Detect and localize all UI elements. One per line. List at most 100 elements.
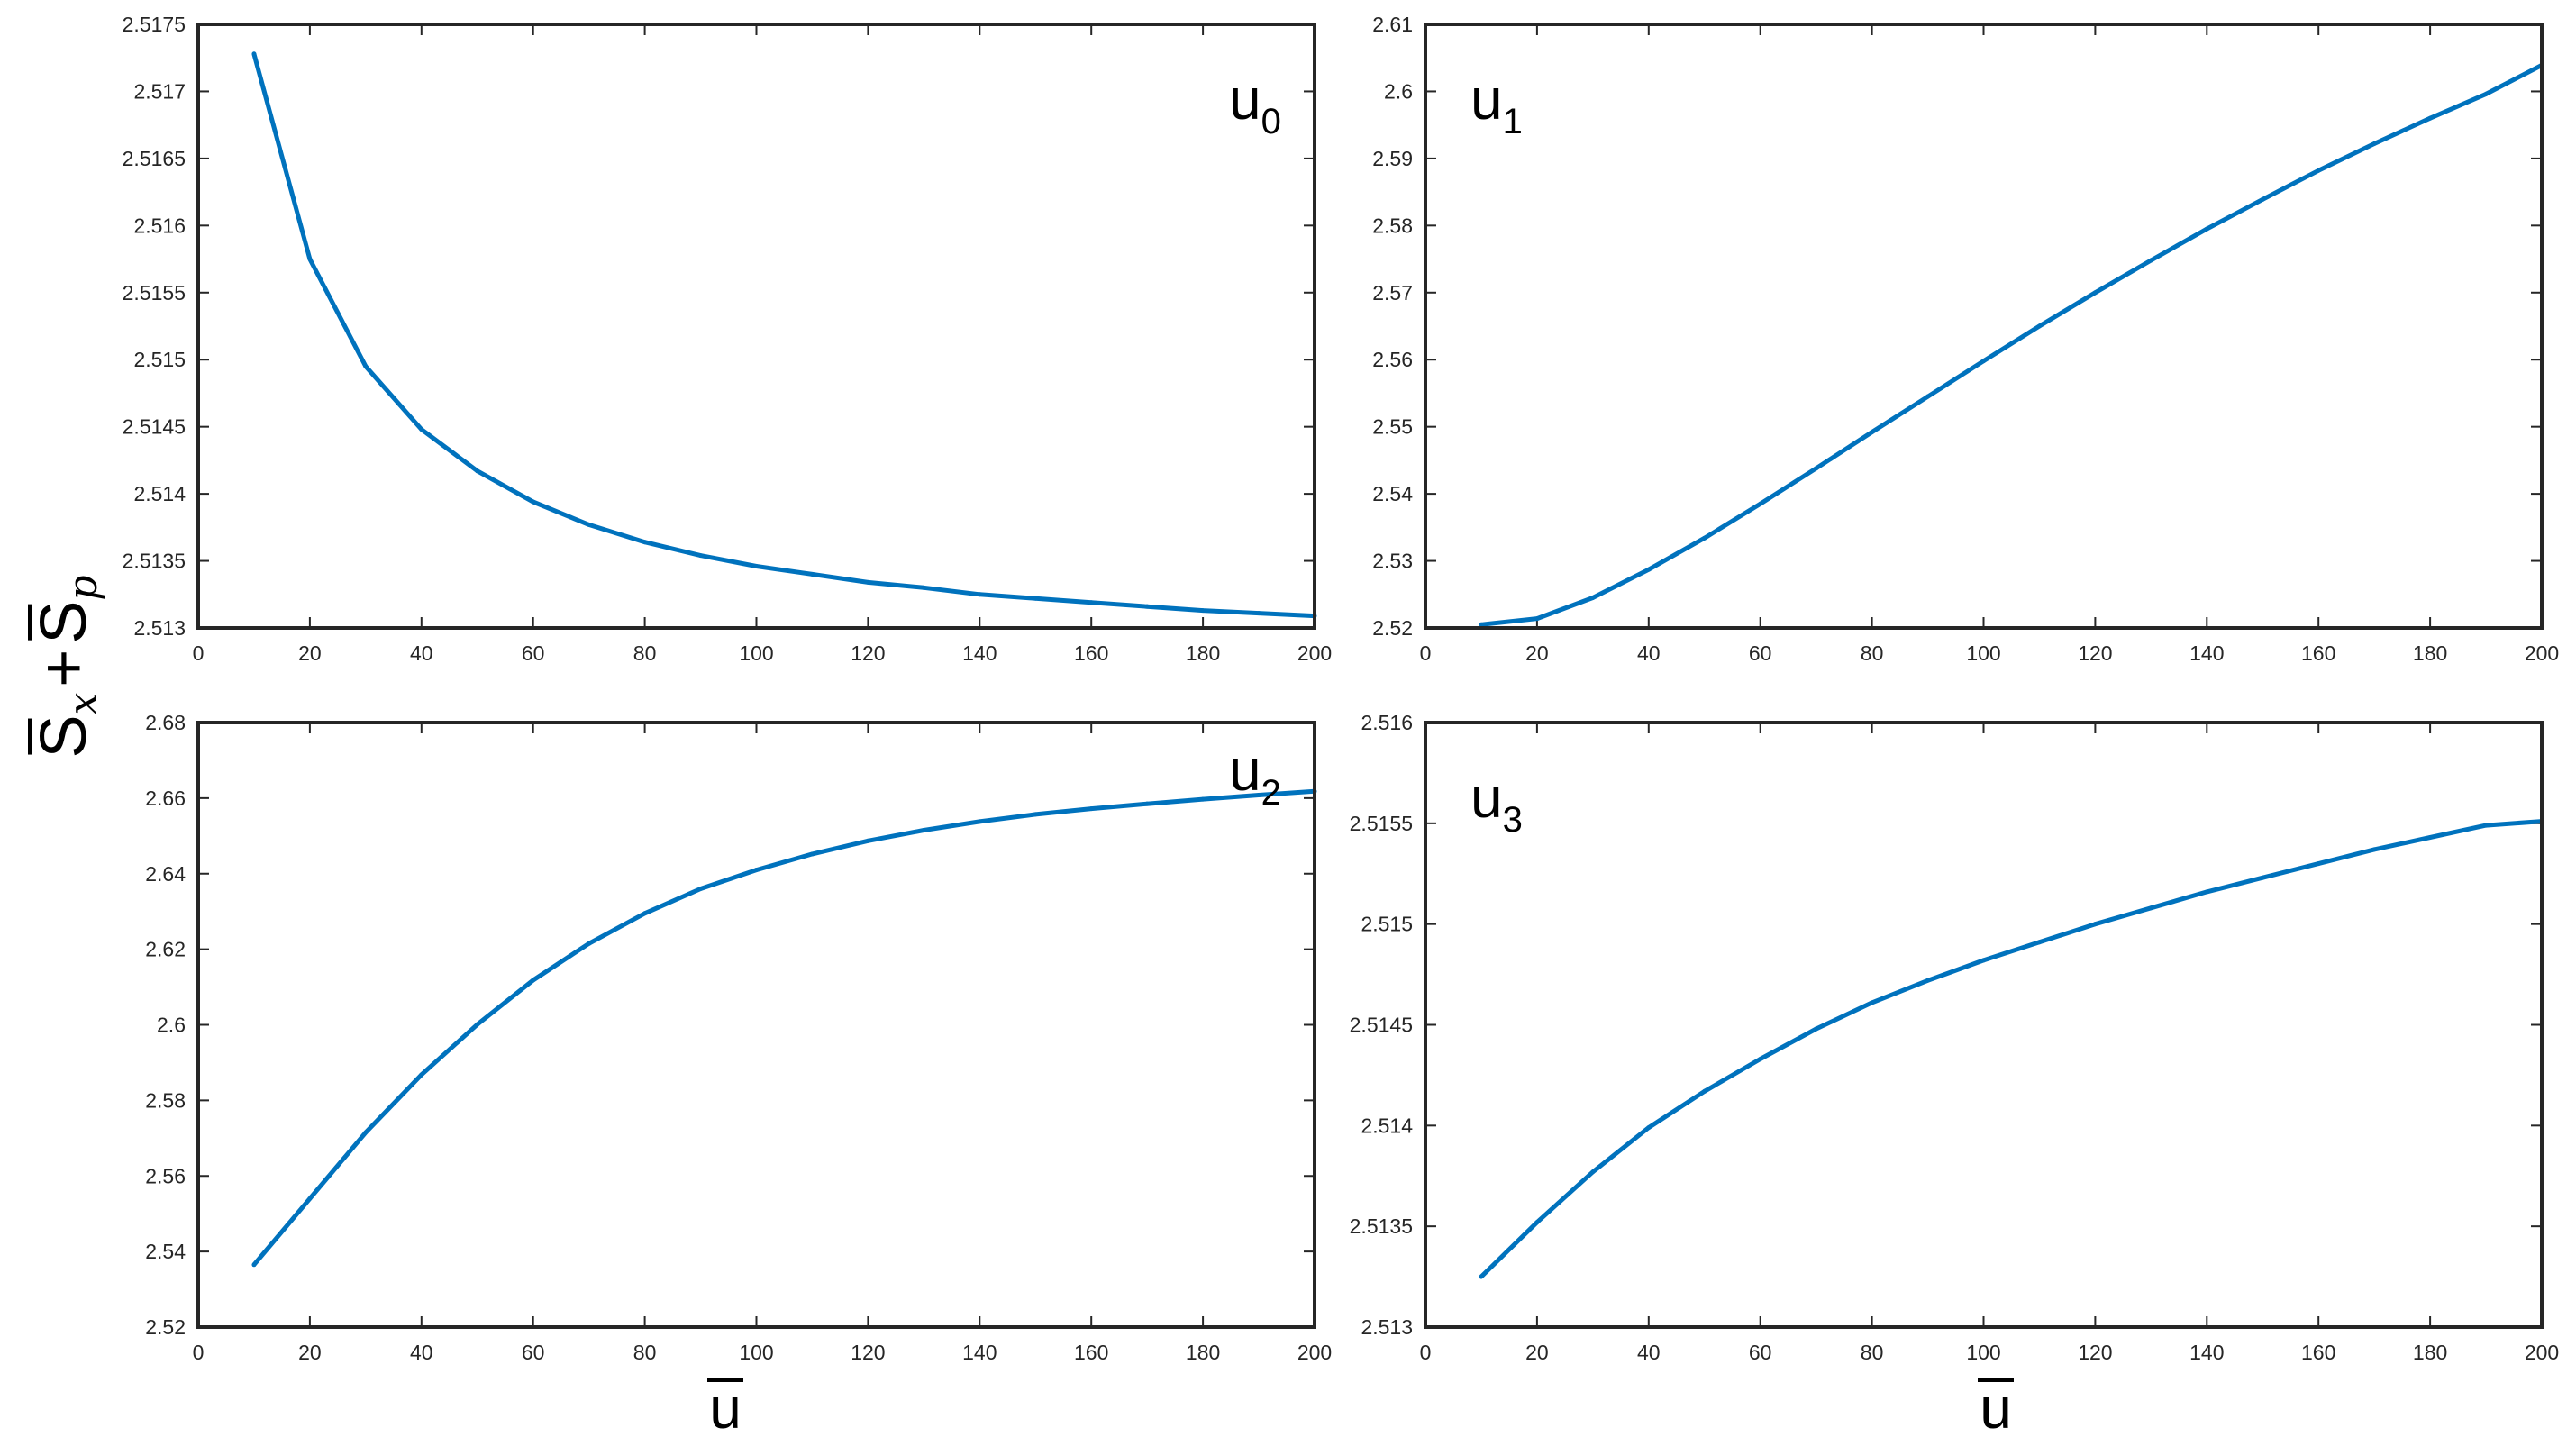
y-tick-label: 2.54 [1372,482,1413,505]
data-point [1590,596,1596,600]
svg-text:Sx+Sp: Sx + Sp [28,575,106,758]
axes-box [1424,23,2544,630]
data-point [2371,847,2377,852]
y-label-sub1: x [60,693,106,715]
data-point [754,868,759,873]
data-point [419,1072,424,1078]
data-point [2483,91,2489,96]
panel-3: 0 20 40 60 80 100 120 140 160 180 200 2.513 2.5135 2.… [1350,711,2560,1364]
data-point [2204,226,2209,232]
x-tick-label: 160 [1074,641,1108,665]
data-point [2427,834,2433,840]
x-tick-label: 40 [410,1341,433,1364]
series-line [251,53,1315,619]
x-tick-label: 80 [633,641,657,665]
data-point [977,592,982,597]
y-tick-label: 2.5145 [1350,1014,1413,1037]
data-point [698,553,704,559]
panel-label: u3 [1470,765,1523,840]
x-tick-label: 0 [1420,641,1432,665]
panel-1: 0 20 40 60 80 100 120 140 160 180 200 2.52 2.53 2.54 2… [1372,13,2559,665]
panel-label-base: u [1470,67,1503,132]
x-tick-label: 200 [1297,641,1332,665]
x-tick-label: 120 [2078,1341,2112,1364]
data-point [2204,889,2209,895]
y-tick-label: 2.514 [1361,1114,1413,1137]
y-tick-label: 2.56 [1372,348,1413,371]
y-tick-label: 2.5135 [123,550,186,573]
y-tick-label: 2.52 [1372,616,1413,640]
x-tick-label: 200 [2525,1341,2559,1364]
data-point [1870,430,1875,435]
panel-label-sub: 2 [1261,773,1281,813]
data-point [1590,1169,1596,1175]
panel-label-base: u [1229,738,1261,803]
panel-label: u0 [1229,67,1281,141]
data-point [1088,806,1094,812]
data-point [251,1262,257,1268]
panel-label-base: u [1229,67,1261,132]
x-tick-label: 200 [2525,641,2559,665]
x-tick-label: 180 [2413,1341,2447,1364]
axes-box [196,23,1316,630]
x-tick-label: 20 [1525,1341,1549,1364]
data-point [475,1022,480,1027]
data-point [1200,608,1206,614]
y-tick-label: 2.5155 [1350,812,1413,835]
data-point [2092,290,2098,296]
x-tick-label: 0 [193,1341,205,1364]
data-point [1702,535,1707,541]
data-point [1200,796,1206,802]
data-point [1144,604,1150,609]
data-point [2260,196,2265,202]
data-point [363,1130,369,1135]
y-tick-label: 2.57 [1372,281,1413,305]
x-tick-label: 40 [410,641,433,665]
data-point [1758,501,1763,506]
chart-panels: 0 20 40 60 80 100 120 140 160 180 2002.5132.51352.… [123,13,2560,1364]
y-tick-label: 2.64 [145,862,186,886]
y-tick-label: 2.6 [157,1014,186,1037]
data-point [921,585,926,590]
data-point [642,540,648,545]
data-point [809,571,815,577]
data-point [587,522,592,527]
data-point [531,978,536,983]
x-tick-label: 40 [1637,641,1661,665]
data-point [2036,940,2042,945]
panel-label-base: u [1470,765,1503,830]
panel-label-sub: 0 [1261,102,1281,141]
data-point [1702,1088,1707,1094]
series-line [1480,63,2544,627]
data-point [307,1196,313,1201]
y-label-s1: S [28,715,100,759]
x-tick-label: 60 [522,1341,545,1364]
y-label-plus: + [28,650,100,687]
data-point [1870,1000,1875,1005]
y-tick-label: 2.61 [1372,13,1413,36]
x-tick-label: 80 [1861,641,1884,665]
data-point [1814,466,1819,471]
x-tick-label: 60 [522,641,545,665]
data-point [865,579,870,585]
x-tick-label: 120 [851,641,885,665]
data-point [1256,793,1261,798]
axes-box [1424,721,2544,1329]
data-point [2483,823,2489,828]
data-point [754,564,759,569]
data-point [2092,922,2098,927]
data-point [1981,958,1986,963]
x-tick-label: 120 [851,1341,885,1364]
x-tick-label: 200 [1297,1341,1332,1364]
data-point [1088,600,1094,605]
x-tick-label: 160 [1074,1341,1108,1364]
x-tick-label: 0 [193,641,205,665]
panel-0: 0 20 40 60 80 100 120 140 160 180 200 2.513 2.5135 2.… [123,13,1333,665]
x-axis-label-left: u [709,1376,742,1441]
y-tick-label: 2.5135 [1350,1214,1413,1238]
data-point [1534,616,1540,622]
y-label-s2: S [28,601,100,644]
data-point [1981,359,1986,364]
y-tick-label: 2.68 [145,711,186,734]
data-point [865,838,870,843]
